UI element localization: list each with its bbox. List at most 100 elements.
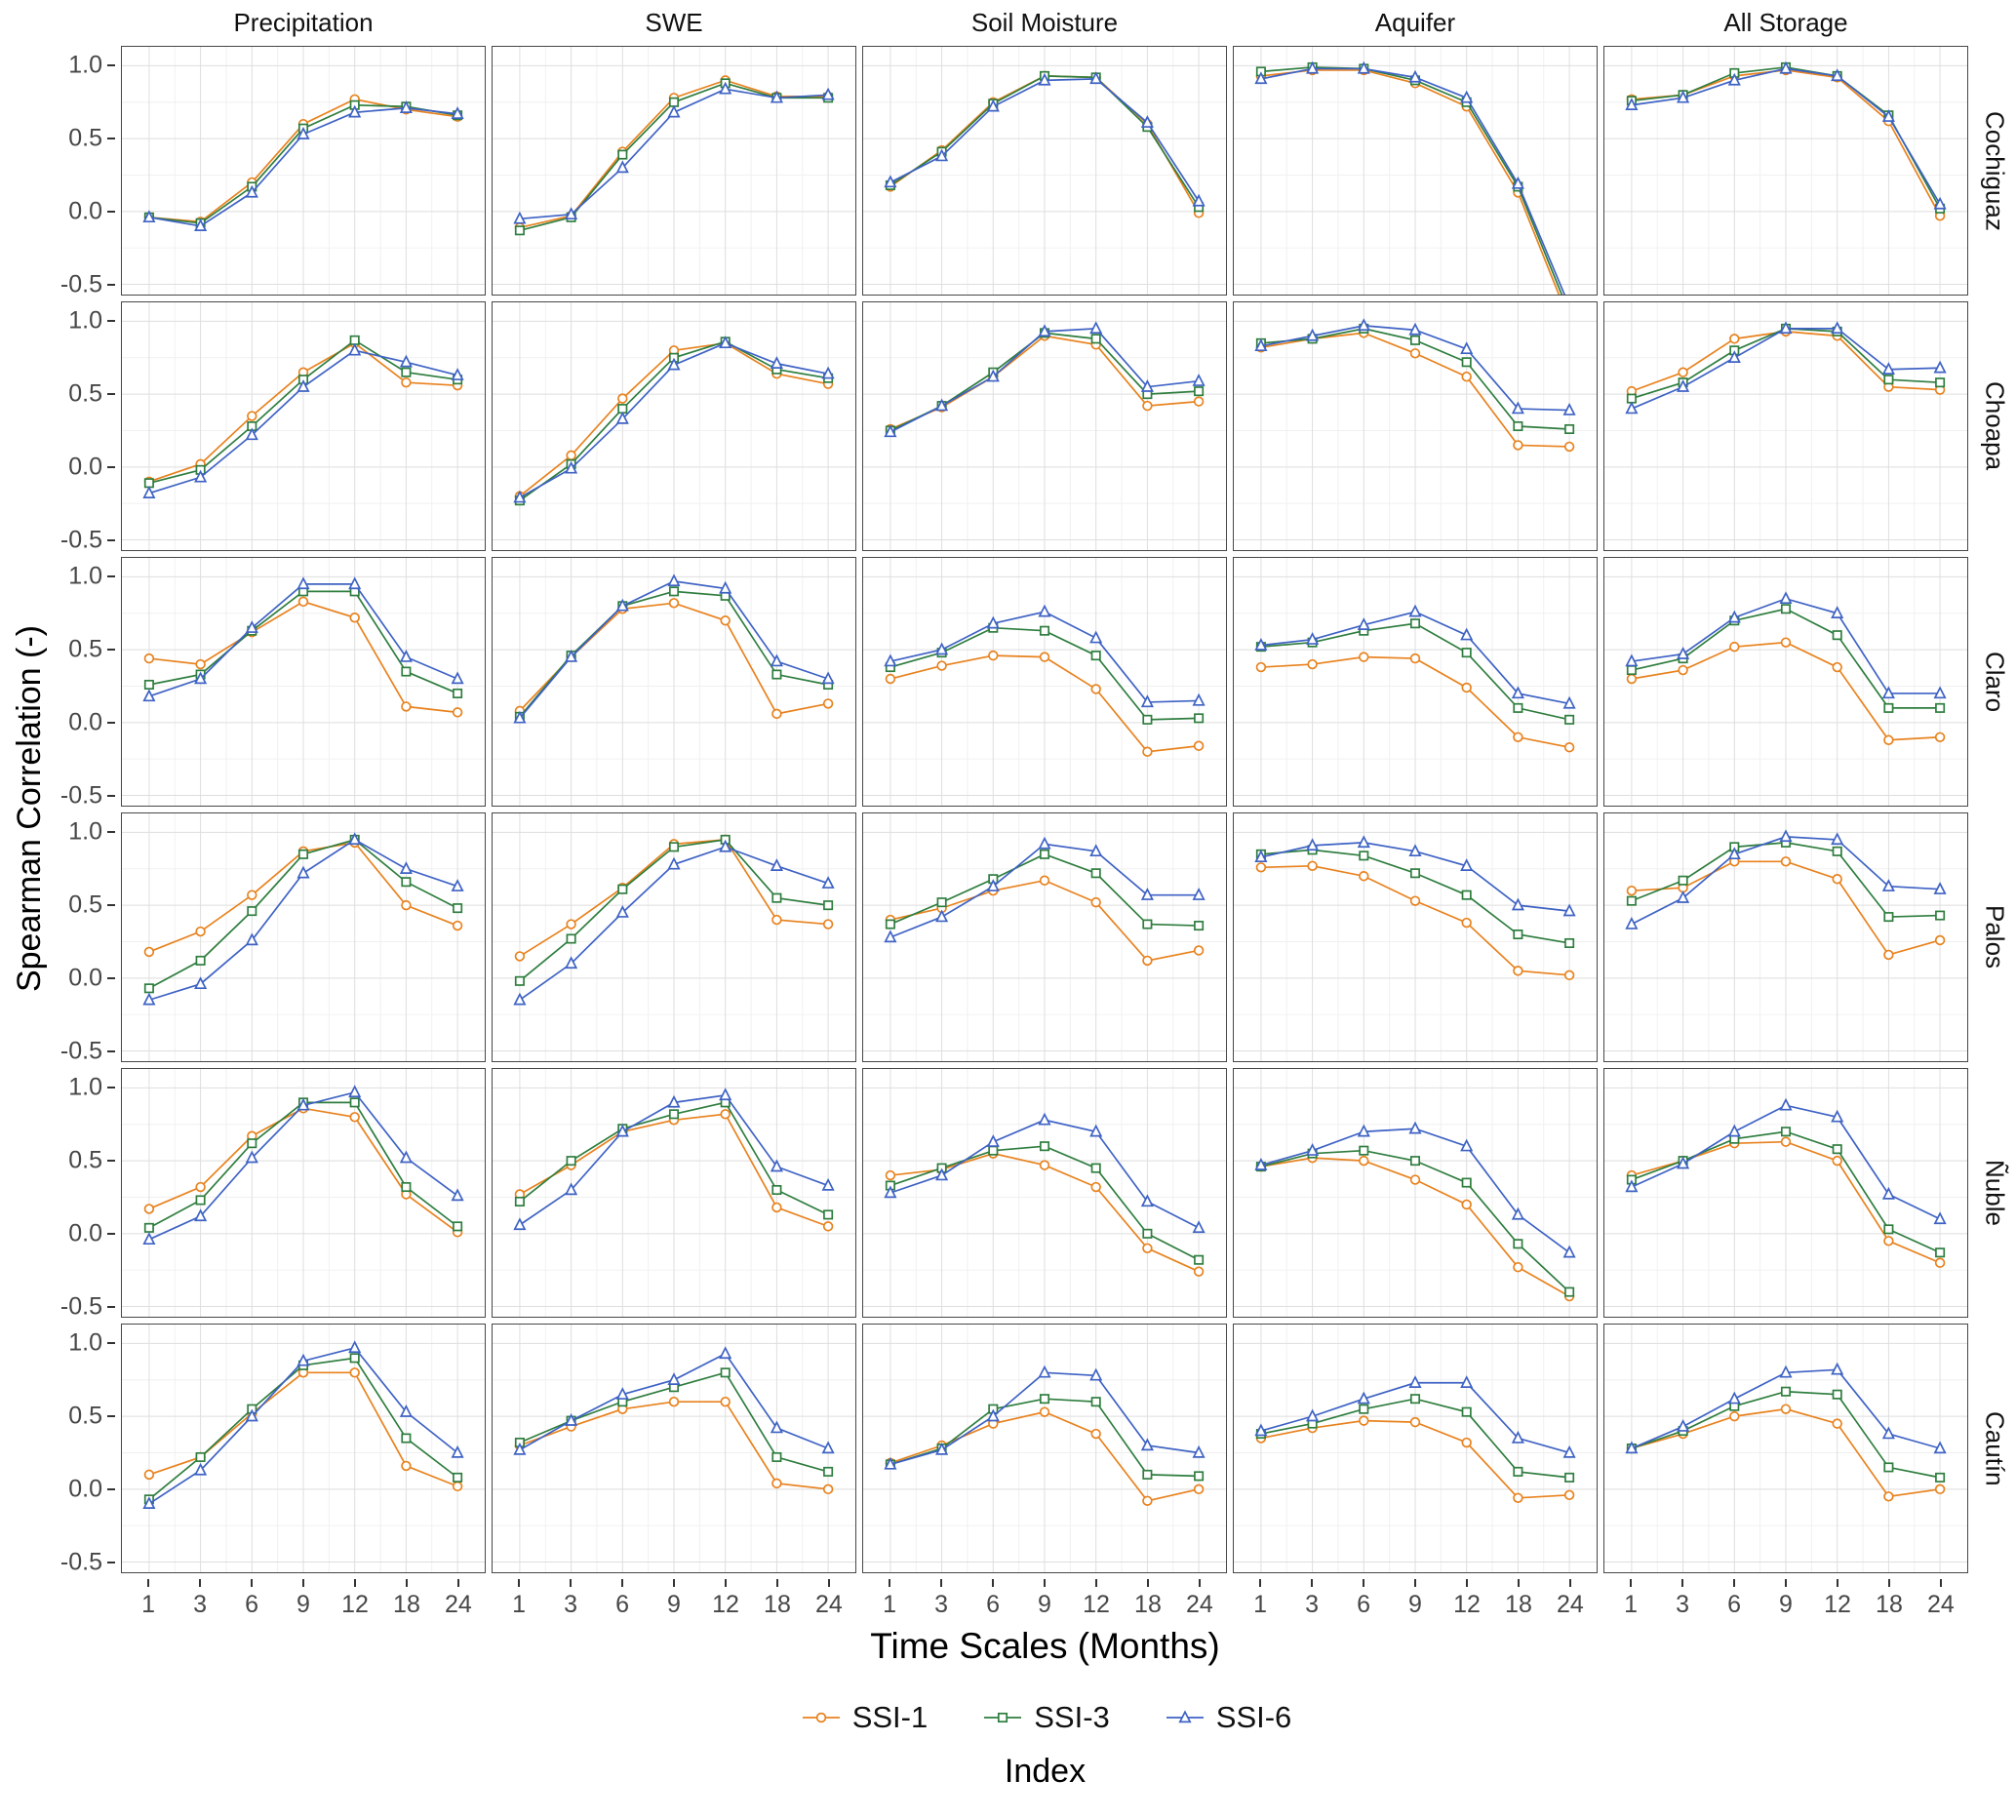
legend-item-ssi-1: SSI-1	[799, 1700, 929, 1735]
facet-row: 1.0 0.5 0.0 -0.5 Ñuble	[53, 1068, 2016, 1321]
facet-panel	[492, 812, 856, 1062]
facet-panel	[121, 46, 486, 296]
x-tick-label: 1	[512, 1591, 526, 1618]
legend-label: SSI-1	[851, 1700, 929, 1734]
y-tick-mark	[107, 392, 115, 395]
x-tick-mark	[940, 1579, 943, 1587]
facet-row: 1.0 0.5 0.0 -0.5 Palos	[53, 812, 2016, 1065]
y-tick-label: 0.5	[68, 1146, 102, 1174]
panel-plot	[1234, 1325, 1597, 1572]
x-tick-mark	[1146, 1579, 1149, 1587]
x-axis-tick-cell: 1 3 6 9 12 18 24	[492, 1579, 856, 1624]
panel-plot	[1234, 813, 1597, 1061]
x-tick-mark	[724, 1579, 727, 1587]
x-tick-label: 18	[764, 1591, 791, 1618]
facet-panel	[121, 557, 486, 807]
x-tick-label: 3	[193, 1591, 207, 1618]
panel-grid: 1.0 0.5 0.0 -0.5 Cochiguaz 1.0 0.5 0.0 -0.5 Choap…	[53, 46, 2016, 1576]
y-tick-mark	[107, 1159, 115, 1162]
facet-panel	[1603, 812, 1968, 1062]
facet-panel	[862, 1324, 1227, 1573]
y-axis-tick-cell: 1.0 0.5 0.0 -0.5	[53, 1324, 115, 1576]
row-facet-strip: Ñuble	[1974, 1068, 2015, 1318]
column-facet-label: Soil Moisture	[970, 8, 1119, 37]
facet-row: 1.0 0.5 0.0 -0.5 Cochiguaz	[53, 46, 2016, 298]
row-facet-label: Ñuble	[1980, 1160, 2010, 1226]
x-tick-mark	[405, 1579, 408, 1587]
x-tick-mark	[992, 1579, 995, 1587]
facet-panel	[1233, 557, 1598, 807]
facet-panel	[121, 1068, 486, 1318]
y-tick-mark	[107, 574, 115, 577]
y-tick-label: 1.0	[68, 306, 102, 335]
x-tick-mark	[1044, 1579, 1046, 1587]
x-tick-mark	[1733, 1579, 1736, 1587]
row-facet-label: Cochiguaz	[1980, 110, 2010, 231]
panel-plot	[863, 302, 1226, 550]
panel-plot	[1604, 813, 1967, 1061]
facet-panel	[1233, 1324, 1598, 1573]
y-tick-label: 0.5	[68, 890, 102, 919]
panel-plot	[1234, 558, 1597, 806]
y-tick-mark	[107, 1086, 115, 1088]
y-tick-label: -0.5	[59, 1548, 102, 1576]
x-tick-mark	[1630, 1579, 1633, 1587]
x-axis-tick-cell: 1 3 6 9 12 18 24	[1603, 1579, 1968, 1624]
x-tick-label: 3	[1305, 1591, 1319, 1618]
x-tick-label: 6	[1357, 1591, 1370, 1618]
x-tick-label: 24	[815, 1591, 843, 1618]
panel-plot	[863, 558, 1226, 806]
row-facet-strip: Choapa	[1974, 301, 2015, 551]
panel-plot	[863, 1069, 1226, 1317]
panel-plot	[493, 1069, 855, 1317]
x-tick-label: 6	[615, 1591, 629, 1618]
facet-row: 1.0 0.5 0.0 -0.5 Choapa	[53, 301, 2016, 554]
y-tick-mark	[107, 977, 115, 980]
panel-plot	[1604, 1325, 1967, 1572]
panel-plot	[493, 1325, 855, 1572]
facet-panel	[1603, 1068, 1968, 1318]
legend-key-square-icon	[984, 1712, 1022, 1723]
facet-panel	[121, 812, 486, 1062]
row-facet-strip: Cautín	[1974, 1324, 2015, 1573]
facet-panel	[1603, 1324, 1968, 1573]
x-tick-mark	[889, 1579, 891, 1587]
x-axis-tick-cell: 1 3 6 9 12 18 24	[1233, 1579, 1598, 1624]
x-tick-label: 1	[1624, 1591, 1638, 1618]
y-tick-label: 0.0	[68, 453, 102, 481]
x-tick-label: 24	[445, 1591, 472, 1618]
x-tick-label: 12	[712, 1591, 739, 1618]
x-tick-mark	[1939, 1579, 1942, 1587]
x-axis-ticks: 1 3 6 9 12 18 24 1 3 6 9 12 18 24 1 3 6 9 12 18 24 1 3 6 9 12 18 24…	[53, 1579, 2016, 1624]
x-tick-mark	[353, 1579, 356, 1587]
facet-row: 1.0 0.5 0.0 -0.5 Claro	[53, 557, 2016, 810]
y-tick-mark	[107, 1233, 115, 1236]
panel-plot	[1234, 302, 1597, 550]
y-tick-mark	[107, 137, 115, 139]
legend-title: Index	[1004, 1753, 1087, 1790]
xtick-spacer	[1974, 1579, 2015, 1624]
y-tick-label: 0.0	[68, 964, 102, 992]
y-tick-mark	[107, 211, 115, 214]
panel-plot	[493, 47, 855, 295]
y-tick-label: 1.0	[68, 562, 102, 590]
x-tick-label: 9	[1038, 1591, 1051, 1618]
x-tick-mark	[570, 1579, 573, 1587]
row-facet-strip: Cochiguaz	[1974, 46, 2015, 296]
y-tick-label: 1.0	[68, 51, 102, 79]
x-tick-label: 12	[1453, 1591, 1481, 1618]
x-tick-label: 1	[883, 1591, 896, 1618]
facet-panel	[492, 1068, 856, 1318]
y-tick-mark	[107, 466, 115, 469]
y-tick-mark	[107, 1488, 115, 1491]
panel-plot	[122, 813, 485, 1061]
facet-panel	[1233, 812, 1598, 1062]
facet-panel	[1603, 557, 1968, 807]
y-tick-label: 0.0	[68, 1219, 102, 1247]
y-tick-label: 1.0	[68, 1328, 102, 1357]
column-facet-label: Aquifer	[1374, 8, 1456, 37]
y-tick-label: 1.0	[68, 1073, 102, 1101]
legend: SSI-1 SSI-3 SSI-6	[53, 1700, 2016, 1735]
x-tick-mark	[1465, 1579, 1468, 1587]
panel-plot	[1234, 1069, 1597, 1317]
